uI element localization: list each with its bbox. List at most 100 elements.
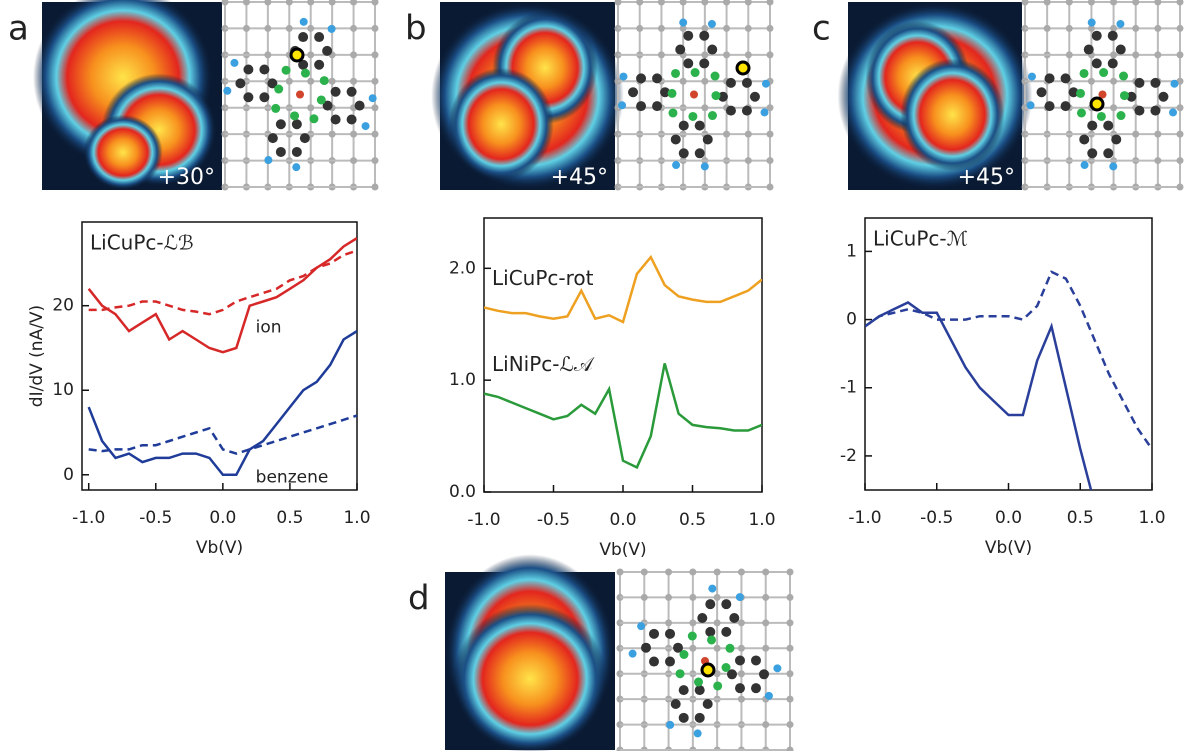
atom — [636, 73, 647, 84]
y-tick-label: 2.0 — [449, 258, 476, 278]
atom — [694, 120, 705, 131]
atom — [1043, 24, 1051, 32]
atom — [1176, 24, 1184, 32]
atom — [259, 64, 270, 75]
atom — [1065, 0, 1073, 6]
atom — [1096, 111, 1106, 121]
atom — [242, 0, 250, 6]
atom — [628, 649, 637, 658]
atom — [707, 111, 717, 121]
atom — [701, 77, 709, 85]
atom — [368, 94, 377, 103]
atom — [693, 729, 702, 738]
atom — [1087, 24, 1095, 32]
atom — [694, 685, 705, 696]
y-tick-label: -2 — [840, 446, 857, 466]
atom — [1087, 120, 1098, 131]
atom — [298, 32, 309, 43]
atom — [307, 51, 315, 59]
atom — [689, 644, 697, 652]
angle-label: +45° — [551, 165, 608, 190]
atom — [701, 51, 709, 59]
x-tick-label: -1.0 — [72, 508, 105, 528]
atom — [354, 100, 365, 111]
atom — [744, 24, 752, 32]
atom — [1158, 91, 1169, 102]
molecule-model — [221, 0, 379, 191]
atom — [678, 148, 689, 159]
atom — [705, 626, 716, 637]
y-tick-label: 0 — [63, 465, 74, 485]
atom — [290, 111, 300, 121]
plot-frame — [81, 221, 358, 491]
atom — [1079, 68, 1089, 78]
atom — [762, 644, 770, 652]
atom — [230, 58, 239, 67]
atom — [649, 656, 660, 667]
atom — [744, 0, 752, 6]
atom — [319, 76, 329, 86]
atom — [786, 593, 794, 601]
atom — [697, 613, 708, 624]
x-tick-label: 1.0 — [343, 508, 370, 528]
atom — [235, 78, 246, 89]
atom — [762, 568, 770, 576]
atom — [316, 95, 326, 105]
atom — [665, 619, 673, 627]
atom — [761, 79, 770, 88]
atom — [350, 0, 358, 6]
atom — [328, 0, 336, 6]
atom — [1176, 51, 1184, 59]
y-tick-label: 20 — [52, 296, 74, 316]
x-axis-label: Vb(V) — [196, 538, 243, 558]
atom — [330, 114, 341, 125]
atom — [1132, 51, 1140, 59]
atom — [371, 130, 379, 138]
atom — [786, 721, 794, 729]
atom — [298, 59, 309, 70]
atom — [1119, 91, 1129, 101]
atom — [670, 134, 681, 145]
atom — [665, 593, 673, 601]
atom — [689, 593, 697, 601]
x-tick-label: 0.5 — [679, 510, 706, 530]
atom — [1027, 72, 1036, 81]
atom — [259, 92, 270, 103]
atom — [1103, 120, 1114, 131]
atom — [299, 17, 308, 26]
marker — [735, 60, 751, 76]
atom — [1107, 58, 1118, 69]
atom — [299, 133, 310, 144]
chart-title: LiCuPc-ℒℬ — [90, 231, 194, 255]
atom — [1154, 130, 1162, 138]
atom — [721, 626, 732, 637]
atom — [700, 162, 709, 171]
atom — [243, 64, 254, 75]
atom — [346, 114, 357, 125]
x-tick-label: 0.0 — [609, 510, 636, 530]
atom — [1110, 0, 1118, 6]
atom — [242, 24, 250, 32]
atom — [636, 0, 644, 6]
atom — [679, 0, 687, 6]
atom — [1176, 0, 1184, 6]
y-tick-label: 1.0 — [449, 370, 476, 390]
atom — [296, 90, 304, 99]
atom — [1176, 157, 1184, 165]
chart-title: LiCuPc-ℳ — [873, 227, 968, 251]
atom — [221, 0, 229, 6]
molecule-model — [614, 0, 774, 191]
atom — [1087, 18, 1096, 27]
atom — [689, 568, 697, 576]
x-tick-label: 0.0 — [995, 508, 1022, 528]
atom — [725, 105, 736, 116]
panel-letter: a — [8, 9, 29, 49]
atom — [678, 712, 689, 723]
atom — [328, 130, 336, 138]
atom — [1060, 101, 1071, 112]
atom — [322, 100, 333, 111]
atom — [350, 157, 358, 165]
atom — [665, 628, 676, 639]
molecule-model — [616, 568, 794, 754]
atom — [275, 119, 286, 130]
